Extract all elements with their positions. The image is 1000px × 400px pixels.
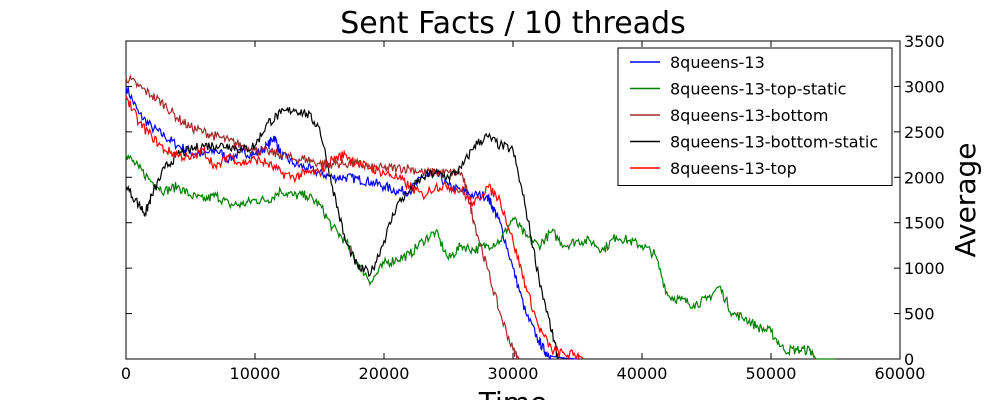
- x-tick-label: 20000: [359, 364, 410, 383]
- legend-label: 8queens-13-bottom: [670, 106, 828, 125]
- x-tick-label: 0: [121, 364, 131, 383]
- legend-label: 8queens-13-bottom-static: [670, 133, 878, 152]
- y-tick-label: 500: [904, 305, 935, 324]
- x-tick-label: 50000: [746, 364, 797, 383]
- series-line-1: [125, 86, 578, 360]
- y-tick-label: 2000: [904, 168, 945, 187]
- legend: 8queens-13 8queens-13-top-static 8queens-1…: [617, 47, 893, 186]
- y-tick-label: 0: [904, 350, 914, 369]
- legend-label: 8queens-13-top-static: [670, 80, 846, 99]
- y-tick-label: 1500: [904, 214, 945, 233]
- y-tick-label: 3500: [904, 32, 945, 51]
- chart-title: Sent Facts / 10 threads: [340, 6, 685, 41]
- y-tick-label: 1000: [904, 259, 945, 278]
- series-line-2: [125, 153, 836, 360]
- y-axis: 0 500 1000 1500 2000 2500 3000 3500: [126, 32, 945, 369]
- x-axis-title: Time: [478, 386, 548, 400]
- legend-box: [617, 47, 893, 186]
- x-tick-label: 40000: [617, 364, 668, 383]
- x-tick-label: 60000: [875, 364, 926, 383]
- series-line-5: [125, 95, 585, 361]
- series-line-4: [125, 106, 559, 360]
- series-line-3: [125, 73, 520, 360]
- y-tick-label: 3000: [904, 77, 945, 96]
- x-axis: 0 10000 20000 30000 40000 50000 60000: [121, 41, 926, 383]
- x-tick-label: 10000: [230, 364, 281, 383]
- x-tick-label: 30000: [488, 364, 539, 383]
- legend-label: 8queens-13: [670, 53, 765, 72]
- y-axis-title: Average: [949, 143, 982, 258]
- series-layer: [125, 73, 836, 361]
- legend-label: 8queens-13-top: [670, 159, 797, 178]
- y-tick-label: 2500: [904, 123, 945, 142]
